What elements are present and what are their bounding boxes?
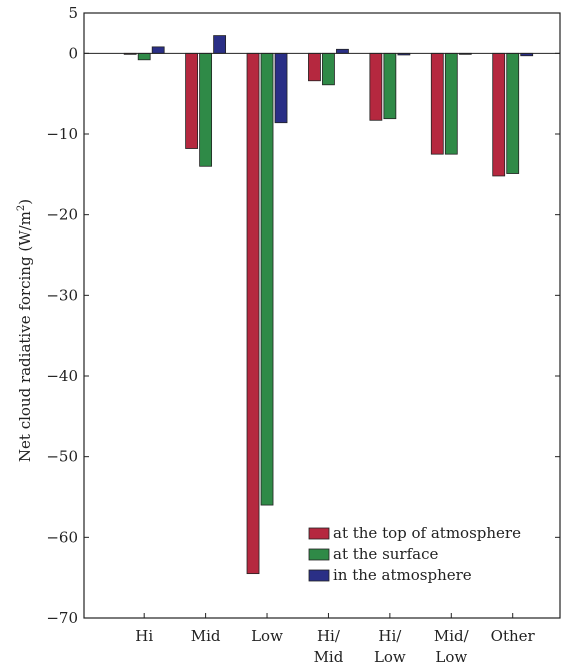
bar (336, 48, 349, 54)
y-tick-label: −50 (46, 448, 78, 466)
legend: at the top of atmosphere at the surface in… (308, 524, 521, 584)
y-axis-title: Net cloud radiative forcing (W/m2) (16, 199, 34, 462)
x-tick-label: Mid (191, 627, 221, 645)
y-axis-title-close: ) (16, 199, 34, 205)
bar (274, 52, 288, 124)
plot-frame (83, 12, 561, 619)
bar (213, 35, 227, 54)
legend-label: at the top of atmosphere (333, 524, 521, 542)
y-tick-label: −20 (46, 206, 78, 224)
legend-label: at the surface (333, 545, 438, 563)
x-tick-label: Mid/Low (434, 627, 470, 665)
bar (246, 52, 260, 575)
y-tick-label: −30 (46, 286, 78, 304)
bar (137, 52, 151, 61)
bar (260, 52, 274, 506)
x-tick-label: Hi/Mid (314, 627, 344, 665)
y-axis-ticks: 5 0 −10 −20 −30 −40 −50 −60 −70 (46, 4, 560, 627)
legend-swatch (308, 569, 330, 582)
x-axis-labels: Hi Mid Low Hi/Mid Hi/Low Mid/Low Other (135, 613, 536, 665)
bar (199, 52, 213, 167)
bar (430, 52, 444, 155)
bar (322, 52, 335, 86)
bar (185, 52, 199, 149)
x-tick-label: Other (491, 627, 536, 645)
x-tick-label: Low (251, 627, 283, 645)
bar (151, 46, 165, 54)
y-tick-label: −60 (46, 528, 78, 546)
x-tick-label: Hi/Low (374, 627, 406, 665)
legend-swatch (308, 527, 330, 540)
bar (369, 52, 383, 121)
y-tick-label: 0 (68, 44, 78, 62)
x-tick-label: Hi (135, 627, 153, 645)
bar (492, 52, 506, 177)
legend-swatch (308, 548, 330, 561)
y-axis-title-main: Net cloud radiative forcing (W/m (16, 211, 34, 462)
bar (444, 52, 458, 155)
y-tick-label: −70 (46, 609, 78, 627)
bar (383, 52, 397, 120)
y-tick-label: 5 (68, 4, 78, 22)
bars (123, 35, 534, 575)
y-axis-title-superscript: 2 (16, 205, 27, 211)
y-tick-label: −10 (46, 125, 78, 143)
y-tick-label: −40 (46, 367, 78, 385)
legend-label: in the atmosphere (333, 566, 472, 584)
bar (506, 52, 520, 174)
bar (308, 52, 321, 82)
